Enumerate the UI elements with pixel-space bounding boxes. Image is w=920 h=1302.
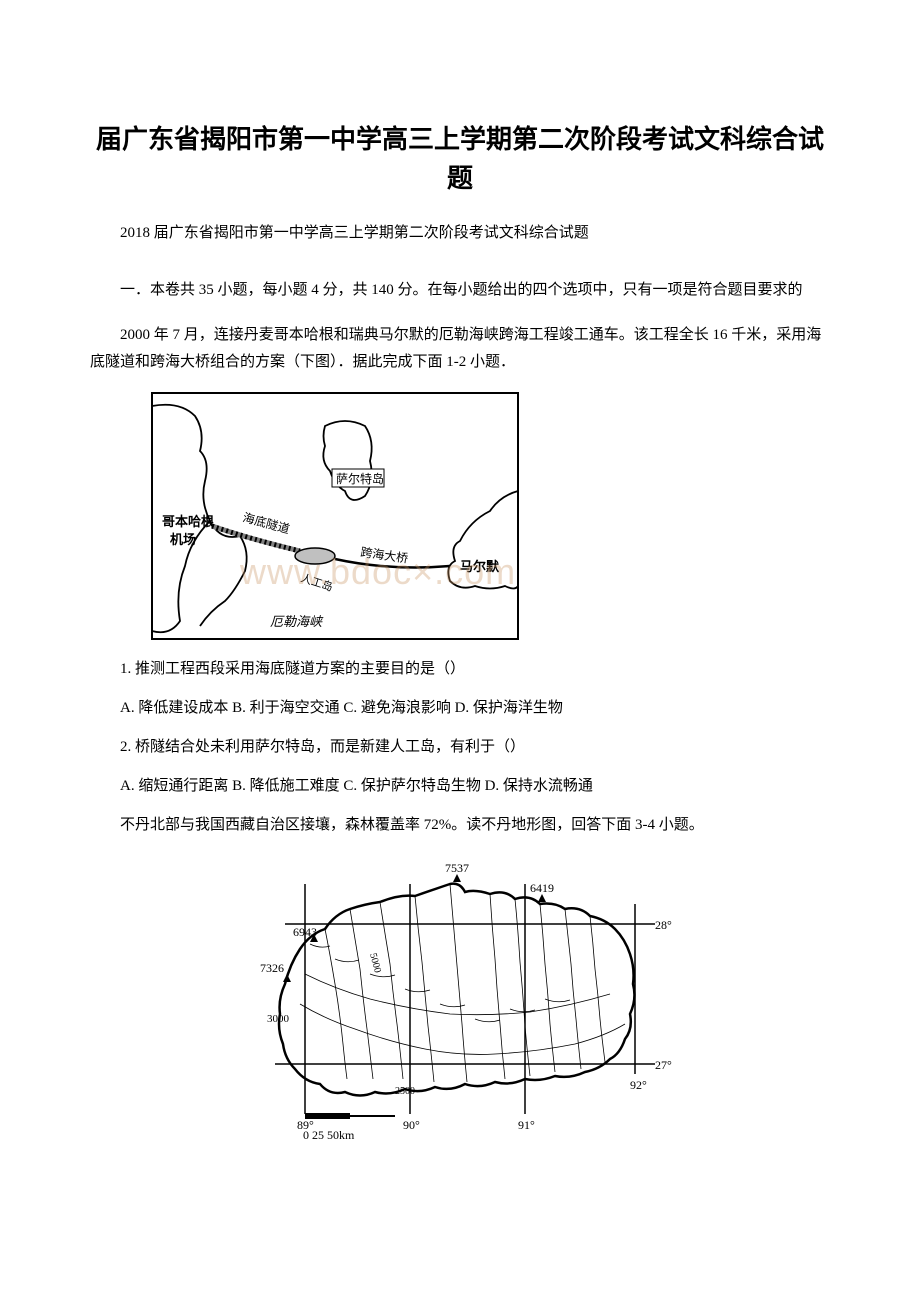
question-1-options: A. 降低建设成本 B. 利于海空交通 C. 避免海浪影响 D. 保护海洋生物 bbox=[90, 695, 830, 722]
scale-label: 0 25 50km bbox=[303, 1128, 355, 1142]
passage-2: 不丹北部与我国西藏自治区接壤，森林覆盖率 72%。读不丹地形图，回答下面 3-4… bbox=[90, 812, 830, 839]
strait-map: 萨尔特岛 哥本哈根 机场 海底隧道 人工岛 跨海大桥 马尔默 厄勒海峡 bbox=[150, 391, 520, 641]
peak-6419: 6419 bbox=[530, 881, 554, 895]
lon-91: 91° bbox=[518, 1118, 535, 1132]
peak-7326: 7326 bbox=[260, 961, 284, 975]
height-5000: 5000 bbox=[367, 952, 383, 974]
height-2500: 2500 bbox=[395, 1086, 415, 1097]
question-2-stem: 2. 桥隧结合处未利用萨尔特岛，而是新建人工岛，有利于（） bbox=[90, 734, 830, 761]
lon-90: 90° bbox=[403, 1118, 420, 1132]
subtitle: 2018 届广东省揭阳市第一中学高三上学期第二次阶段考试文科综合试题 bbox=[90, 220, 830, 247]
lon-92: 92° bbox=[630, 1078, 647, 1092]
passage-1: 2000 年 7 月，连接丹麦哥本哈根和瑞典马尔默的厄勒海峡跨海工程竣工通车。该… bbox=[90, 322, 830, 376]
copenhagen-label: 哥本哈根 bbox=[162, 514, 215, 529]
question-2-options: A. 缩短通行距离 B. 降低施工难度 C. 保护萨尔特岛生物 D. 保持水流畅… bbox=[90, 773, 830, 800]
peak-6943: 6943 bbox=[293, 925, 317, 939]
airport-label: 机场 bbox=[170, 532, 196, 547]
lat-28: 28° bbox=[655, 918, 672, 932]
peak-7537: 7537 bbox=[445, 861, 469, 875]
lat-27: 27° bbox=[655, 1058, 672, 1072]
exam-instruction: 一．本卷共 35 小题，每小题 4 分，共 140 分。在每小题给出的四个选项中… bbox=[90, 277, 830, 304]
map-1-container: 萨尔特岛 哥本哈根 机场 海底隧道 人工岛 跨海大桥 马尔默 厄勒海峡 www.… bbox=[150, 391, 830, 641]
question-1-stem: 1. 推测工程西段采用海底隧道方案的主要目的是（） bbox=[90, 656, 830, 683]
strait-label: 厄勒海峡 bbox=[270, 614, 324, 629]
saerte-label: 萨尔特岛 bbox=[336, 471, 384, 486]
bhutan-map: 7537 6419 6943 7326 3000 5000 2500 89° 9… bbox=[235, 854, 685, 1144]
map-2-container: 7537 6419 6943 7326 3000 5000 2500 89° 9… bbox=[90, 854, 830, 1144]
malmo-label: 马尔默 bbox=[460, 559, 500, 574]
main-title: 届广东省揭阳市第一中学高三上学期第二次阶段考试文科综合试题 bbox=[90, 120, 830, 198]
height-3000: 3000 bbox=[267, 1013, 290, 1025]
